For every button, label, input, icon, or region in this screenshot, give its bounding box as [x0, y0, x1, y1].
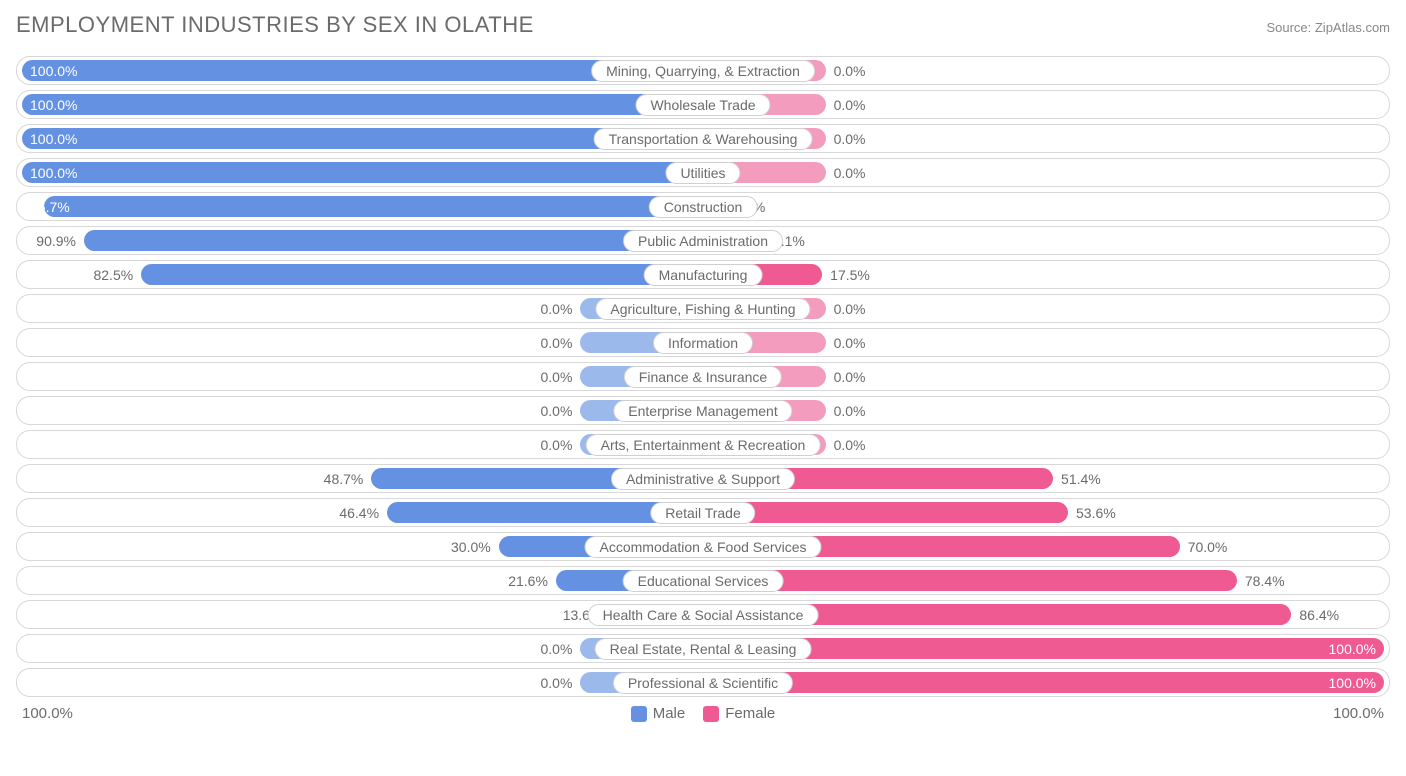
female-pct-label: 0.0% — [834, 63, 866, 79]
axis-left-label: 100.0% — [22, 705, 73, 722]
chart-row: 100.0% 0.0% Utilities — [16, 158, 1390, 187]
category-label: Mining, Quarrying, & Extraction — [591, 60, 815, 82]
chart-row: 0.0% 0.0% Information — [16, 328, 1390, 357]
chart-row: 48.7% 51.4% Administrative & Support — [16, 464, 1390, 493]
female-bar — [703, 672, 1384, 693]
female-pct-label: 17.5% — [830, 267, 870, 283]
category-label: Enterprise Management — [613, 400, 792, 422]
male-pct-label: 0.0% — [541, 641, 573, 657]
swatch-male — [631, 706, 647, 722]
chart-row: 0.0% 0.0% Enterprise Management — [16, 396, 1390, 425]
female-pct-label: 86.4% — [1299, 607, 1339, 623]
chart-row: 13.6%86.4%Health Care & Social Assistanc… — [16, 600, 1390, 629]
category-label: Professional & Scientific — [613, 672, 793, 694]
female-pct-label: 100.0% — [1329, 641, 1376, 657]
chart-row: 0.0% 100.0% Real Estate, Rental & Leasing — [16, 634, 1390, 663]
male-pct-label: 0.0% — [541, 437, 573, 453]
category-label: Real Estate, Rental & Leasing — [595, 638, 812, 660]
chart-header: EMPLOYMENT INDUSTRIES BY SEX IN OLATHE S… — [16, 12, 1390, 38]
chart-row: 21.6% 78.4% Educational Services — [16, 566, 1390, 595]
category-label: Information — [653, 332, 753, 354]
male-pct-label: 30.0% — [451, 539, 491, 555]
chart-row: 0.0% 0.0% Finance & Insurance — [16, 362, 1390, 391]
chart-row: 0.0% 0.0% Agriculture, Fishing & Hunting — [16, 294, 1390, 323]
category-label: Health Care & Social Assistance — [588, 604, 819, 626]
female-pct-label: 0.0% — [834, 437, 866, 453]
female-pct-label: 0.0% — [834, 335, 866, 351]
male-pct-label: 0.0% — [541, 403, 573, 419]
category-label: Accommodation & Food Services — [585, 536, 822, 558]
legend-male-label: Male — [653, 705, 686, 722]
category-label: Wholesale Trade — [635, 94, 770, 116]
male-pct-label: 0.0% — [541, 675, 573, 691]
category-label: Agriculture, Fishing & Hunting — [595, 298, 810, 320]
male-bar — [44, 196, 703, 217]
category-label: Administrative & Support — [611, 468, 795, 490]
chart-row: 82.5% 17.5% Manufacturing — [16, 260, 1390, 289]
male-pct-label: 96.7% — [30, 199, 70, 215]
male-pct-label: 0.0% — [541, 369, 573, 385]
chart-row: 0.0% 100.0% Professional & Scientific — [16, 668, 1390, 697]
male-pct-label: 90.9% — [36, 233, 76, 249]
chart-row: 90.9%9.1%Public Administration — [16, 226, 1390, 255]
chart-row: 100.0% 0.0% Mining, Quarrying, & Extractio… — [16, 56, 1390, 85]
male-bar — [84, 230, 703, 251]
male-pct-label: 82.5% — [93, 267, 133, 283]
female-pct-label: 70.0% — [1188, 539, 1228, 555]
chart-source: Source: ZipAtlas.com — [1266, 20, 1390, 35]
female-pct-label: 78.4% — [1245, 573, 1285, 589]
legend-male: Male — [631, 705, 686, 722]
chart-row: 100.0% 0.0% Transportation & Warehousing — [16, 124, 1390, 153]
male-pct-label: 100.0% — [30, 165, 77, 181]
male-pct-label: 100.0% — [30, 97, 77, 113]
male-pct-label: 48.7% — [324, 471, 364, 487]
male-pct-label: 46.4% — [339, 505, 379, 521]
male-pct-label: 100.0% — [30, 63, 77, 79]
legend-female-label: Female — [725, 705, 775, 722]
female-pct-label: 51.4% — [1061, 471, 1101, 487]
male-bar — [22, 162, 703, 183]
chart-row: 96.7%3.3%Construction — [16, 192, 1390, 221]
category-label: Manufacturing — [644, 264, 763, 286]
category-label: Finance & Insurance — [624, 366, 782, 388]
female-pct-label: 0.0% — [834, 131, 866, 147]
male-bar — [141, 264, 703, 285]
category-label: Retail Trade — [650, 502, 755, 524]
chart-area: 100.0% 0.0% Mining, Quarrying, & Extractio… — [16, 56, 1390, 697]
legend-female: Female — [703, 705, 775, 722]
chart-row: 46.4% 53.6% Retail Trade — [16, 498, 1390, 527]
chart-title: EMPLOYMENT INDUSTRIES BY SEX IN OLATHE — [16, 12, 534, 38]
male-pct-label: 0.0% — [541, 335, 573, 351]
category-label: Educational Services — [623, 570, 784, 592]
chart-row: 0.0% 0.0% Arts, Entertainment & Recreation — [16, 430, 1390, 459]
female-pct-label: 0.0% — [834, 403, 866, 419]
male-pct-label: 21.6% — [508, 573, 548, 589]
category-label: Construction — [649, 196, 758, 218]
chart-row: 100.0% 0.0% Wholesale Trade — [16, 90, 1390, 119]
female-pct-label: 100.0% — [1329, 675, 1376, 691]
axis-right-label: 100.0% — [1333, 705, 1384, 722]
female-pct-label: 53.6% — [1076, 505, 1116, 521]
category-label: Transportation & Warehousing — [594, 128, 813, 150]
female-bar — [703, 502, 1068, 523]
category-label: Utilities — [665, 162, 740, 184]
male-pct-label: 0.0% — [541, 301, 573, 317]
male-pct-label: 100.0% — [30, 131, 77, 147]
chart-row: 30.0% 70.0% Accommodation & Food Services — [16, 532, 1390, 561]
female-pct-label: 0.0% — [834, 165, 866, 181]
female-pct-label: 0.0% — [834, 97, 866, 113]
female-pct-label: 0.0% — [834, 301, 866, 317]
category-label: Arts, Entertainment & Recreation — [586, 434, 821, 456]
male-bar — [22, 94, 703, 115]
legend: Male Female — [631, 705, 776, 722]
category-label: Public Administration — [623, 230, 783, 252]
chart-footer: 100.0% Male Female 100.0% — [16, 705, 1390, 722]
female-pct-label: 0.0% — [834, 369, 866, 385]
swatch-female — [703, 706, 719, 722]
